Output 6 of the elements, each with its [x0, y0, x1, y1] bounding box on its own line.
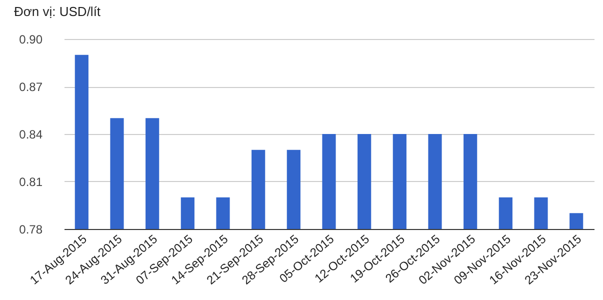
y-tick-label: 0.84 [19, 128, 43, 142]
chart-title: Đơn vị: USD/lít [14, 4, 101, 19]
y-tick-label: 0.78 [19, 222, 43, 236]
y-tick-label: 0.81 [19, 175, 43, 189]
y-tick-label: 0.87 [19, 80, 43, 94]
y-tick-label: 0.90 [19, 32, 43, 46]
